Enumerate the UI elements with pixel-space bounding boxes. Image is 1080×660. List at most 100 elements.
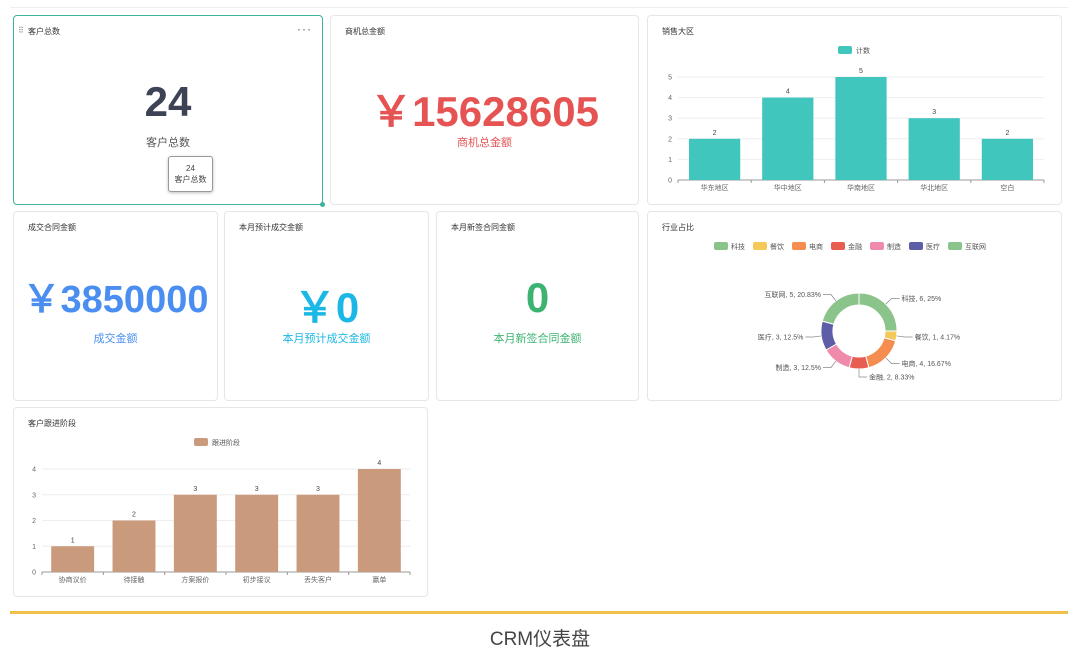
x-tick-label: 华东地区 <box>701 183 729 192</box>
bar <box>835 77 887 180</box>
bar-value-label: 5 <box>859 68 863 75</box>
y-tick-label: 5 <box>668 75 672 82</box>
forecast-amount-card[interactable]: 本月预计成交金额 ￥0 本月预计成交金额 <box>224 211 429 401</box>
more-options-icon[interactable]: ··· <box>297 22 312 36</box>
follow-stage-chart: 跟进阶段 0 1 2 3 4 1 协商议价 2 待接触 3 方案报价 3 初步接议 3 丢失客户 4 赢单 <box>32 438 411 584</box>
caption-divider <box>10 611 1068 614</box>
legend-label: 制造 <box>887 242 901 251</box>
bar-value-label: 2 <box>1005 130 1009 137</box>
x-tick-label: 赢单 <box>372 575 386 584</box>
bar-value-label: 2 <box>132 512 136 519</box>
drag-handle-icon[interactable]: ⠿ <box>18 26 24 35</box>
y-tick-label: 1 <box>32 544 36 551</box>
legend-swatch <box>753 242 767 250</box>
x-tick-label: 待接触 <box>124 575 145 584</box>
sales-region-card[interactable]: 销售大区 计数 0 1 2 3 4 5 2 华东地区 4 华中地区 5 华南地区 3 华北地区 2 空白 <box>647 15 1062 205</box>
legend-swatch <box>831 242 845 250</box>
y-tick-label: 1 <box>668 157 672 164</box>
pie-leader-line <box>858 369 867 378</box>
pie-slice <box>820 320 838 351</box>
bar <box>908 118 960 180</box>
new-contract-label: 本月新签合同金额 <box>493 333 582 345</box>
legend-label: 科技 <box>731 242 745 251</box>
legend-swatch <box>870 242 884 250</box>
y-tick-label: 2 <box>32 518 36 525</box>
legend-label: 医疗 <box>926 242 940 251</box>
pie-slice-label: 餐饮, 1, 4.17% <box>915 333 961 342</box>
pie-slice-label: 金融, 2, 8.33% <box>869 373 915 382</box>
pie-leader-line <box>885 298 900 305</box>
bar <box>981 138 1034 180</box>
customer-count-card[interactable]: ⠿ 客户总数 ··· 24 客户总数 24 客户总数 <box>13 15 325 207</box>
bar <box>688 138 741 180</box>
opportunity-amount-value: ￥15628605 <box>370 88 599 135</box>
bar-value-label: 2 <box>713 130 717 137</box>
top-divider <box>10 7 1068 8</box>
bar <box>173 494 217 572</box>
forecast-amount-label: 本月预计成交金额 <box>282 333 371 345</box>
x-tick-label: 方案报价 <box>181 575 209 584</box>
x-tick-label: 空白 <box>1000 183 1014 192</box>
bar-value-label: 3 <box>316 486 320 493</box>
bar-value-label: 4 <box>786 89 790 96</box>
bar <box>112 520 156 572</box>
bar-value-label: 1 <box>71 537 75 544</box>
y-tick-label: 3 <box>668 116 672 123</box>
pie-leader-line <box>885 357 900 364</box>
tooltip-label: 客户总数 <box>174 175 207 184</box>
chart-legend: 科技 餐饮 电商 金融 制造 医疗 互联网 <box>714 242 986 251</box>
y-tick-label: 4 <box>32 467 36 474</box>
follow-stage-card[interactable]: 客户跟进阶段 跟进阶段 0 1 2 3 4 1 协商议价 2 待接触 3 方案报价 3 初步接议 3 丢失客户… <box>13 407 428 597</box>
y-tick-label: 3 <box>32 492 36 499</box>
bar <box>762 97 814 180</box>
pie-leader-line <box>896 335 913 338</box>
legend-label: 互联网 <box>965 242 986 251</box>
card-title: 本月新签合同金额 <box>451 223 515 232</box>
contract-amount-value: ￥3850000 <box>22 279 209 321</box>
tooltip-value: 24 <box>186 164 195 173</box>
contract-amount-card[interactable]: 成交合同金额 ￥3850000 成交金额 <box>13 211 218 401</box>
x-tick-label: 华中地区 <box>774 183 802 192</box>
legend-label: 金融 <box>848 242 862 251</box>
y-tick-label: 2 <box>668 136 672 143</box>
forecast-amount-value: ￥0 <box>293 284 360 331</box>
opportunity-amount-card[interactable]: 商机总金额 ￥15628605 商机总金额 <box>330 15 639 205</box>
pie-slice-label: 科技, 6, 25% <box>902 294 942 303</box>
new-contract-value: 0 <box>525 274 550 321</box>
bar-value-label: 3 <box>193 486 197 493</box>
legend-swatch <box>194 438 208 446</box>
resize-handle[interactable] <box>320 202 325 207</box>
customer-count-label: 客户总数 <box>146 137 190 149</box>
value-tooltip: 24 客户总数 <box>168 156 213 192</box>
new-contract-card[interactable]: 本月新签合同金额 0 本月新签合同金额 <box>436 211 639 401</box>
pie-slice-label: 医疗, 3, 12.5% <box>758 333 804 342</box>
pie-leader-line <box>822 360 837 368</box>
page-caption: CRM仪表盘 <box>489 629 591 650</box>
bar-value-label: 4 <box>377 460 381 467</box>
card-title: 商机总金额 <box>345 27 385 36</box>
x-tick-label: 初步接议 <box>243 575 271 584</box>
y-tick-label: 0 <box>668 178 672 185</box>
x-tick-label: 华南地区 <box>847 183 875 192</box>
card-title: 销售大区 <box>662 27 694 36</box>
contract-amount-label: 成交金额 <box>93 333 138 345</box>
legend-swatch <box>909 242 923 250</box>
y-tick-label: 4 <box>668 95 672 102</box>
legend-swatch <box>714 242 728 250</box>
x-tick-label: 华北地区 <box>920 183 948 192</box>
card-title: 成交合同金额 <box>28 223 76 232</box>
card-title: 客户跟进阶段 <box>28 419 76 428</box>
bar <box>357 469 401 572</box>
bar-value-label: 3 <box>932 109 936 116</box>
pie-slice-label: 电商, 4, 16.67% <box>902 359 951 368</box>
bar <box>51 546 95 572</box>
industry-share-card[interactable]: 行业占比 科技 餐饮 电商 金融 制造 医疗 互联网 科技, 6, 25% 餐饮, 1, 4.1… <box>647 211 1062 401</box>
card-title: 客户总数 <box>28 27 60 36</box>
x-tick-label: 丢失客户 <box>304 575 332 584</box>
legend-swatch <box>792 242 806 250</box>
pie-leader-line <box>822 294 837 302</box>
legend-swatch <box>948 242 962 250</box>
opportunity-amount-label: 商机总金额 <box>457 137 512 149</box>
pie-leader-line <box>805 335 822 338</box>
